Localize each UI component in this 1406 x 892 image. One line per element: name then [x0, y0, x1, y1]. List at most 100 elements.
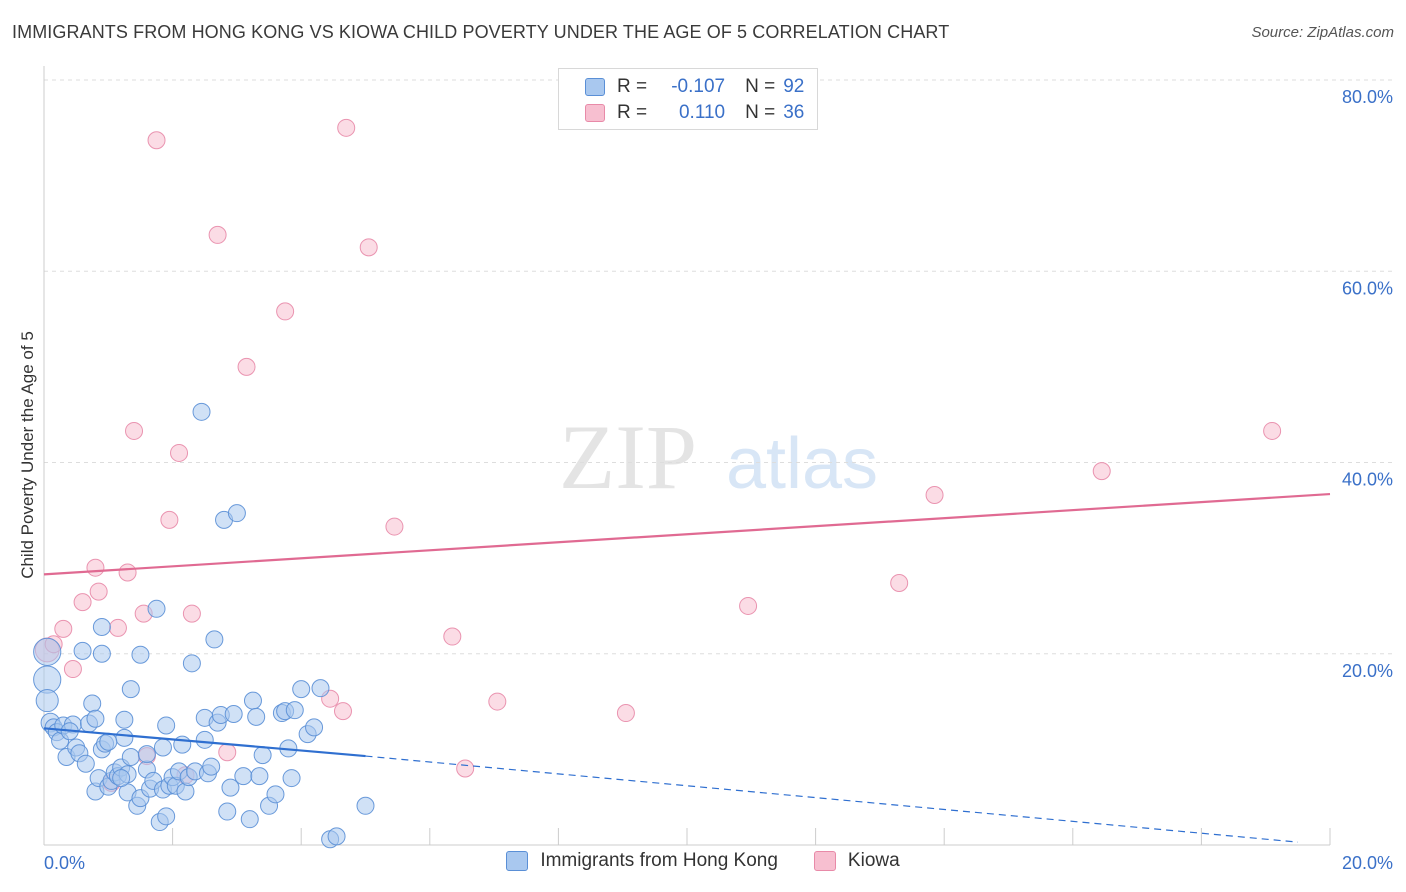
hong-kong-point: [173, 735, 192, 754]
legend-series: Immigrants from Hong Kong Kiowa: [0, 850, 1406, 872]
hong-kong-point: [115, 728, 134, 747]
kiowa-trend-line: [43, 492, 1331, 576]
hong-kong-point: [282, 769, 301, 788]
chart-title: IMMIGRANTS FROM HONG KONG VS KIOWA CHILD…: [12, 22, 950, 42]
kiowa-point: [1263, 421, 1282, 440]
hong-kong-point: [250, 767, 269, 786]
kiowa-point: [385, 517, 404, 536]
legend-row-kiowa: R = 0.110 N = 36: [585, 100, 804, 126]
r-label: R =: [617, 102, 648, 123]
hong-kong-point: [243, 691, 262, 710]
hong-kong-trend-extension: [365, 755, 1298, 843]
hong-kong-point: [147, 599, 166, 618]
tick-labels: 20.0% 40.0% 60.0% 80.0% 0.0% 20.0%: [44, 87, 1393, 873]
legend-swatch-blue: [585, 78, 605, 96]
hong-kong-point: [35, 689, 59, 713]
legend-label: Immigrants from Hong Kong: [540, 850, 778, 871]
hong-kong-point: [224, 704, 243, 723]
hong-kong-point: [221, 778, 240, 797]
x-tick-label: 20.0%: [1342, 853, 1393, 873]
hong-kong-point: [202, 757, 221, 776]
kiowa-point: [739, 596, 758, 615]
y-tick-label: 20.0%: [1342, 661, 1393, 681]
x-tick-label: 0.0%: [44, 853, 85, 873]
grid: [44, 79, 1392, 655]
kiowa-point: [925, 486, 944, 505]
hong-kong-point: [157, 807, 176, 826]
kiowa-point: [616, 704, 635, 723]
kiowa-point: [108, 618, 127, 637]
hong-kong-point: [227, 504, 246, 523]
hong-kong-trend-line: [43, 727, 366, 758]
kiowa-point: [63, 660, 82, 679]
kiowa-point: [182, 604, 201, 623]
kiowa-point: [73, 593, 92, 612]
hong-kong-point: [131, 645, 150, 664]
kiowa-point: [89, 582, 108, 601]
watermark-zip: ZIP: [559, 406, 697, 508]
legend-label: Kiowa: [847, 850, 900, 871]
hong-kong-point: [73, 641, 92, 660]
hong-kong-point: [121, 748, 140, 767]
n-label: N =: [745, 102, 776, 123]
hong-kong-point: [76, 754, 95, 773]
hong-kong-point: [115, 710, 134, 729]
hong-kong-point: [234, 767, 253, 786]
hong-kong-point: [266, 785, 285, 804]
kiowa-point: [276, 302, 295, 321]
y-tick-label: 60.0%: [1342, 278, 1393, 298]
n-label: N =: [745, 76, 776, 97]
hong-kong-point: [311, 679, 330, 698]
hong-kong-point: [86, 709, 105, 728]
watermark: ZIP atlas: [559, 406, 878, 508]
hong-kong-point: [205, 630, 224, 649]
kiowa-point: [890, 573, 909, 592]
hong-kong-point: [195, 730, 214, 749]
legend-item-hong-kong[interactable]: Immigrants from Hong Kong: [506, 850, 778, 872]
hong-kong-point: [112, 769, 131, 788]
kiowa-point: [359, 238, 378, 257]
kiowa-point: [456, 759, 475, 778]
hong-kong-point: [240, 810, 259, 829]
kiowa-point: [125, 421, 144, 440]
watermark-atlas: atlas: [726, 424, 878, 504]
hong-kong-point: [83, 694, 102, 713]
hong-kong-point: [253, 746, 272, 765]
hong-kong-point: [305, 718, 324, 737]
kiowa-point: [54, 619, 73, 638]
kiowa-point: [1092, 462, 1111, 481]
hong-kong-point: [182, 654, 201, 673]
kiowa-point: [443, 627, 462, 646]
hong-kong-point: [292, 680, 311, 699]
legend-item-kiowa[interactable]: Kiowa: [813, 850, 900, 872]
r-value: 0.110: [678, 102, 726, 123]
r-label: R =: [617, 76, 648, 97]
kiowa-point: [118, 563, 137, 582]
legend-swatch-pink: [585, 104, 605, 122]
source-label: Source: ZipAtlas.com: [1251, 24, 1394, 41]
kiowa-point: [147, 131, 166, 150]
hong-kong-point: [247, 707, 266, 726]
hong-kong-point: [192, 402, 211, 421]
hong-kong-point: [33, 637, 62, 666]
n-value: 36: [783, 102, 805, 123]
hong-kong-point: [121, 680, 140, 699]
y-axis-label: Child Poverty Under the Age of 5: [18, 331, 37, 579]
kiowa-point: [170, 443, 189, 462]
hong-kong-point: [218, 802, 237, 821]
kiowa-point: [208, 225, 227, 244]
r-value: -0.107: [671, 76, 726, 97]
y-tick-label: 40.0%: [1342, 470, 1393, 490]
kiowa-point: [337, 118, 356, 137]
kiowa-point: [86, 558, 105, 577]
hong-kong-point: [92, 644, 111, 663]
kiowa-point: [333, 702, 352, 721]
legend-swatch-blue: [506, 851, 529, 871]
kiowa-point: [488, 692, 507, 711]
hong-kong-point: [92, 617, 111, 636]
hong-kong-points: [33, 402, 375, 849]
hong-kong-point: [153, 738, 172, 757]
legend-row-hong-kong: R = -0.107 N = 92: [585, 74, 804, 100]
trend-lines: [43, 492, 1331, 843]
y-tick-label: 80.0%: [1342, 87, 1393, 107]
